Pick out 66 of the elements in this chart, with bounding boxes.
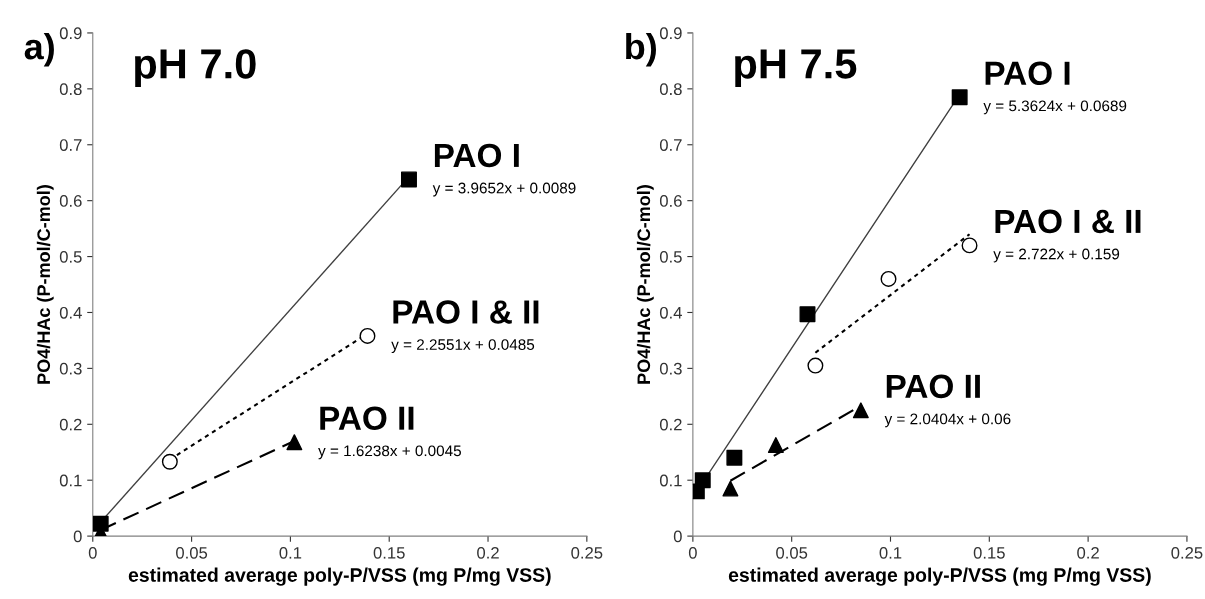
x-tick-label: 0.15 [973,546,1005,559]
x-tick-label: 0.1 [279,546,302,559]
y-tick-label: 0.9 [659,27,682,40]
point [951,89,968,106]
annotation: y = 2.722x + 0.159 [993,248,1120,263]
annotation: y = 2.0404x + 0.06 [884,413,1011,428]
point [400,171,417,188]
point [359,327,376,344]
y-tick-label: 0.4 [659,306,682,319]
series-label: PAO I & II [995,209,1141,234]
chart-title: pH 7.0 [135,49,256,87]
point [161,453,178,470]
y-tick-label: 0.4 [59,306,82,319]
annotation: y = 3.9652x + 0.0089 [432,182,576,197]
point [880,270,897,287]
y-tick-label: 0.6 [659,195,682,207]
series-label: PAO I & II [393,300,539,324]
point [694,472,711,489]
text: a) [24,32,54,67]
x-tick-label: 0.15 [373,546,405,559]
x-tick-label: 0 [88,546,97,559]
point [852,402,869,419]
point [286,434,303,451]
y-tick-label: 0.5 [659,250,682,263]
x-tick-label: 0.25 [571,546,603,559]
y-tick-label: 0.1 [59,474,82,487]
x-tick-label: 0.05 [776,546,808,559]
point [807,357,824,374]
y-tick-label: 0.1 [659,474,682,487]
point [767,436,784,453]
annotation: y = 2.2551x + 0.0485 [391,339,535,353]
y-tick-label: 0.8 [659,83,682,96]
y-tick-label: 0.7 [59,139,82,151]
y-tick-label: 0.6 [59,195,82,207]
x-tick-label: 0.2 [477,546,499,559]
series-label: PAO I [434,143,519,168]
annotation: y = 1.6238x + 0.0045 [318,445,461,460]
y-tick-label: 0.5 [59,250,82,263]
x-tick-label: 0 [688,546,697,559]
x-tick-label: 0.2 [1077,546,1099,559]
y-tick-label: 0.2 [59,418,82,431]
y-axis-title: PO4/HAc (P-mol/C-mol) [636,185,654,384]
x-axis-title: estimated average poly-P/VSS (mg P/mg VSS) [128,567,551,586]
y-tick-label: 0 [73,530,82,543]
point [722,480,739,497]
chart-title: pH 7.5 [735,49,857,87]
point [799,306,816,323]
y-tick-label: 0.2 [659,418,682,431]
y-tick-label: 0.9 [59,27,82,40]
x-tick-label: 0.05 [176,546,208,559]
x-axis-title: estimated average poly-P/VSS (mg P/mg VSS) [728,567,1151,586]
series-label: PAO II [886,374,980,399]
annotation: y = 5.3624x + 0.0689 [983,100,1127,115]
y-tick-label: 0.7 [659,139,682,151]
point [726,449,743,466]
x-tick-label: 0.25 [1171,546,1203,559]
y-tick-label: 0.8 [59,83,82,96]
text: b) [626,32,656,67]
series-label: PAO I [985,61,1070,86]
y-axis-title: PO4/HAc (P-mol/C-mol) [36,185,54,384]
x-tick-label: 0.1 [879,546,902,559]
series-label: PAO II [320,406,414,430]
point [961,237,978,254]
y-tick-label: 0.3 [59,362,82,375]
y-tick-label: 0 [673,530,682,543]
y-tick-label: 0.3 [659,362,682,375]
